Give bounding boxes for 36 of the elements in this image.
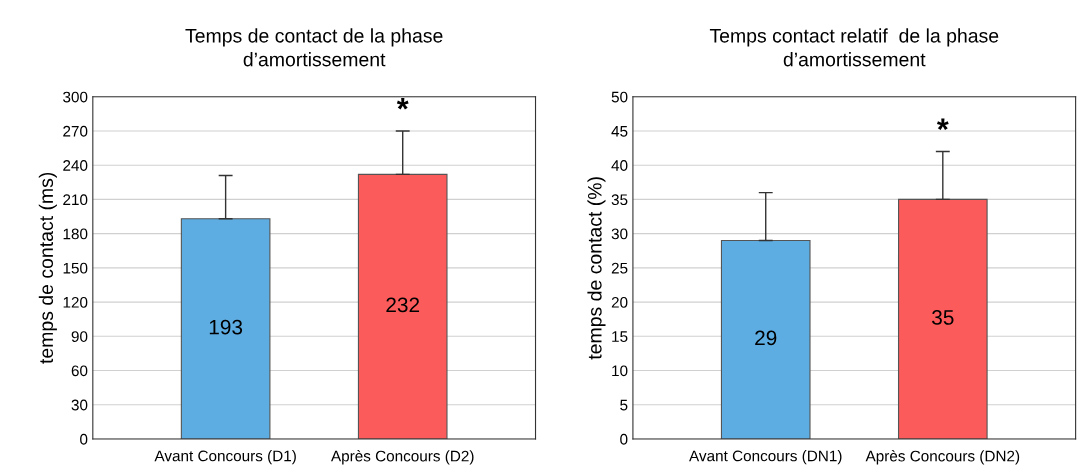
- y-tick-label: 20: [611, 296, 628, 308]
- y-tick-label: 120: [63, 296, 88, 308]
- x-tick-label: Après Concours (DN2): [865, 450, 1020, 465]
- y-tick-label: 180: [63, 228, 88, 240]
- annotation: *: [936, 118, 949, 130]
- data-label: 232: [386, 297, 420, 313]
- x-tick-label: Après Concours (D2): [331, 450, 474, 465]
- y-tick-label: 270: [63, 125, 88, 137]
- x-tick-label: Avant Concours (DN1): [689, 450, 842, 465]
- y-tick-label: 35: [611, 194, 628, 206]
- y-axis-title: temps de contact (%): [587, 177, 606, 360]
- y-tick-label: 0: [80, 433, 88, 445]
- y-tick-label: 10: [612, 365, 628, 377]
- y-tick-label: 15: [612, 331, 628, 342]
- y-tick-label: 40: [611, 160, 628, 171]
- y-tick-label: 30: [71, 399, 88, 411]
- y-tick-label: 90: [71, 331, 88, 342]
- x-tick-label: Avant Concours (D1): [154, 450, 296, 465]
- y-tick-label: 25: [611, 262, 628, 274]
- chart-title: Temps contact relatif de la phase d’amortissement: [709, 28, 999, 67]
- y-tick-label: 150: [63, 262, 88, 274]
- y-tick-label: 50: [611, 91, 628, 103]
- y-axis-title: temps de contact (ms): [38, 172, 57, 364]
- y-tick-label: 300: [63, 91, 88, 103]
- annotation: *: [396, 98, 409, 110]
- data-label: 193: [209, 319, 243, 335]
- y-tick-label: 60: [71, 365, 88, 377]
- y-tick-label: 0: [620, 433, 628, 445]
- y-tick-label: 45: [611, 126, 628, 137]
- y-tick-label: 240: [63, 160, 88, 171]
- data-label: 29: [755, 330, 777, 346]
- data-label: 35: [932, 310, 954, 325]
- y-tick-label: 5: [620, 399, 628, 411]
- y-tick-label: 210: [63, 194, 88, 206]
- y-tick-label: 30: [611, 228, 628, 240]
- chart-title: Temps de contact de la phase d’amortissement: [185, 28, 443, 67]
